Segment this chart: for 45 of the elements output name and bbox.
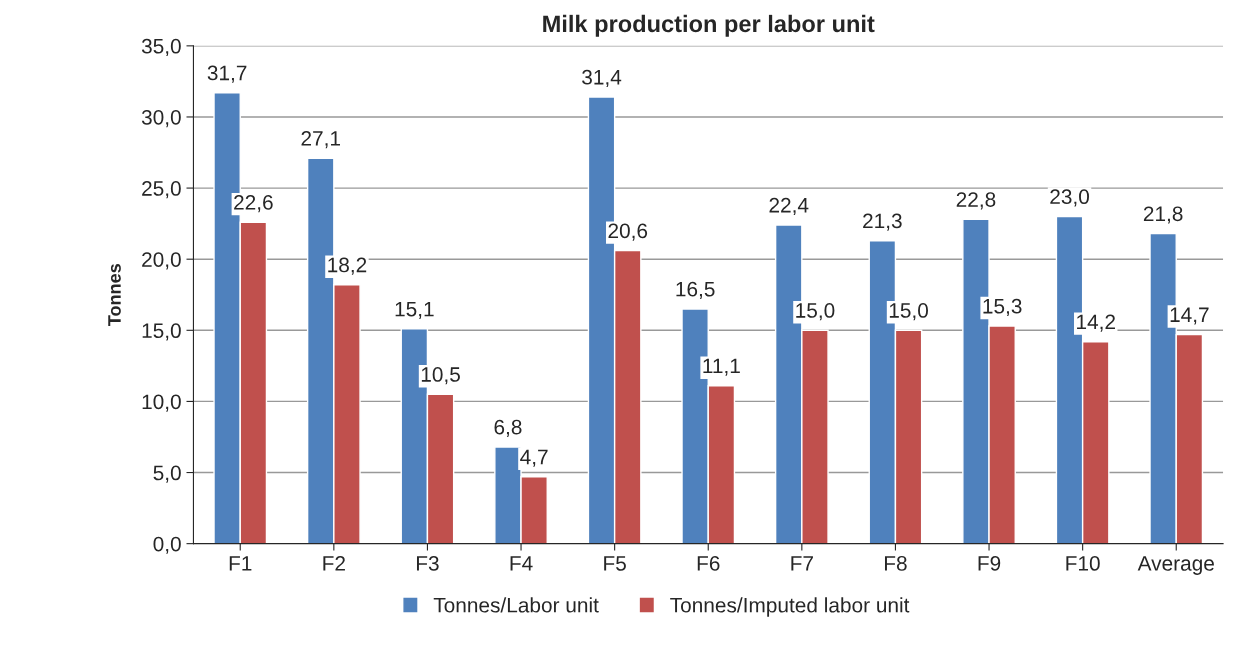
data-label: 15,0 — [796, 303, 835, 321]
y-tick-label: 35,0 — [141, 38, 181, 57]
y-tick-label: 20,0 — [142, 252, 181, 270]
y-tick-label: 0,0 — [153, 536, 181, 554]
x-tick-label: F8 — [884, 556, 907, 571]
x-tick-label: F6 — [697, 556, 720, 571]
data-label: 10,5 — [421, 367, 460, 385]
data-label: 23,0 — [1050, 189, 1089, 207]
data-label: 14,7 — [1170, 307, 1209, 325]
legend-label: Tonnes/Imputed labor unit — [670, 597, 910, 617]
data-label: 18,2 — [328, 257, 367, 275]
y-tick-label: 5,0 — [153, 465, 181, 483]
data-label: 15,1 — [395, 301, 434, 319]
data-label: 21,3 — [863, 213, 902, 231]
data-label: 31,7 — [207, 65, 247, 83]
x-tick-label: F7 — [791, 556, 813, 571]
data-label: 22,8 — [956, 192, 996, 210]
y-tick-label: 10,0 — [142, 394, 181, 412]
x-tick-label: F10 — [1066, 556, 1100, 571]
data-label: 16,5 — [676, 281, 715, 299]
legend-label: Tonnes/Labor unit — [433, 597, 599, 613]
data-label: 21,8 — [1143, 206, 1183, 224]
x-tick-label: F1 — [229, 556, 252, 571]
data-label: 14,2 — [1077, 314, 1115, 332]
x-tick-label: F2 — [323, 556, 345, 571]
x-tick-label: Average — [1137, 556, 1214, 575]
y-tick-label: 30,0 — [141, 109, 181, 128]
data-label: 6,8 — [494, 419, 522, 437]
x-tick-label: F5 — [604, 556, 626, 571]
x-tick-label: F3 — [416, 556, 439, 571]
y-tick-label: 15,0 — [142, 323, 181, 341]
data-label: 22,4 — [769, 197, 809, 216]
data-label: 27,1 — [301, 131, 340, 149]
data-label: 20,6 — [608, 223, 648, 241]
data-label: 15,3 — [983, 298, 1022, 317]
data-label: 22,6 — [234, 195, 273, 213]
chart-title: Milk production per labor unit — [543, 14, 875, 37]
x-tick-label: F4 — [510, 556, 533, 571]
data-label: 4,7 — [520, 449, 548, 467]
y-tick-label: 25,0 — [142, 181, 181, 199]
data-label: 31,4 — [582, 69, 622, 88]
data-label: 15,0 — [889, 303, 928, 321]
y-axis-title: Tonnes — [108, 264, 121, 326]
data-label: 11,1 — [703, 358, 740, 376]
x-tick-label: F9 — [978, 556, 1001, 571]
